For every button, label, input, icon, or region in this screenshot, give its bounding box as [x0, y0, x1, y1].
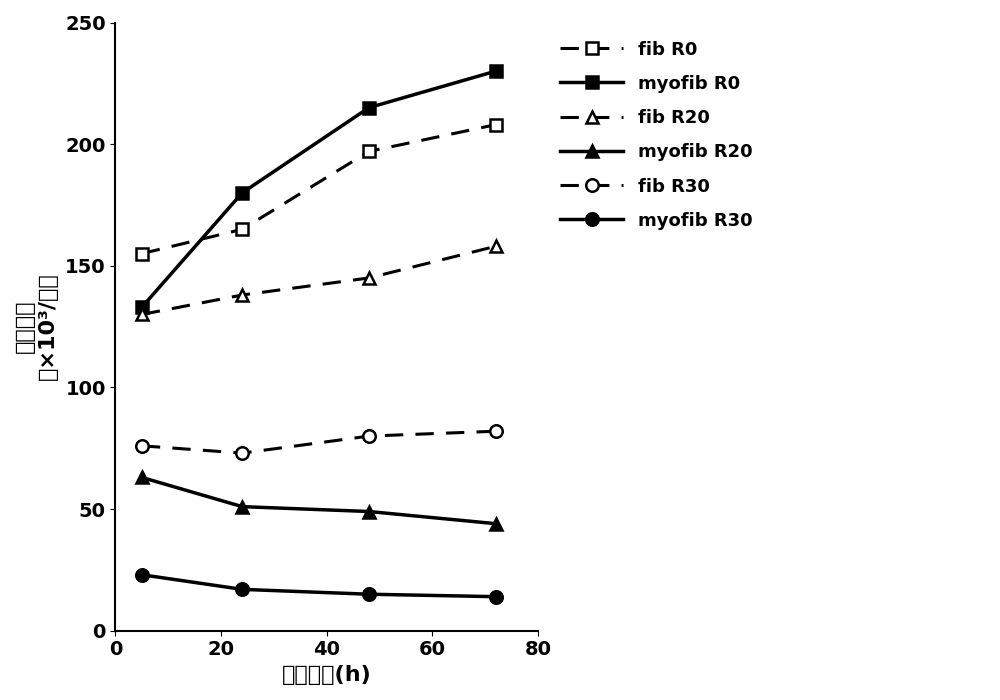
X-axis label: 培养时间(h): 培养时间(h): [282, 665, 372, 685]
Legend: fib R0, myofib R0, fib R20, myofib R20, fib R30, myofib R30: fib R0, myofib R0, fib R20, myofib R20, …: [551, 32, 761, 239]
Y-axis label: 细胞浓度
（×10³/孔）: 细胞浓度 （×10³/孔）: [15, 273, 58, 381]
